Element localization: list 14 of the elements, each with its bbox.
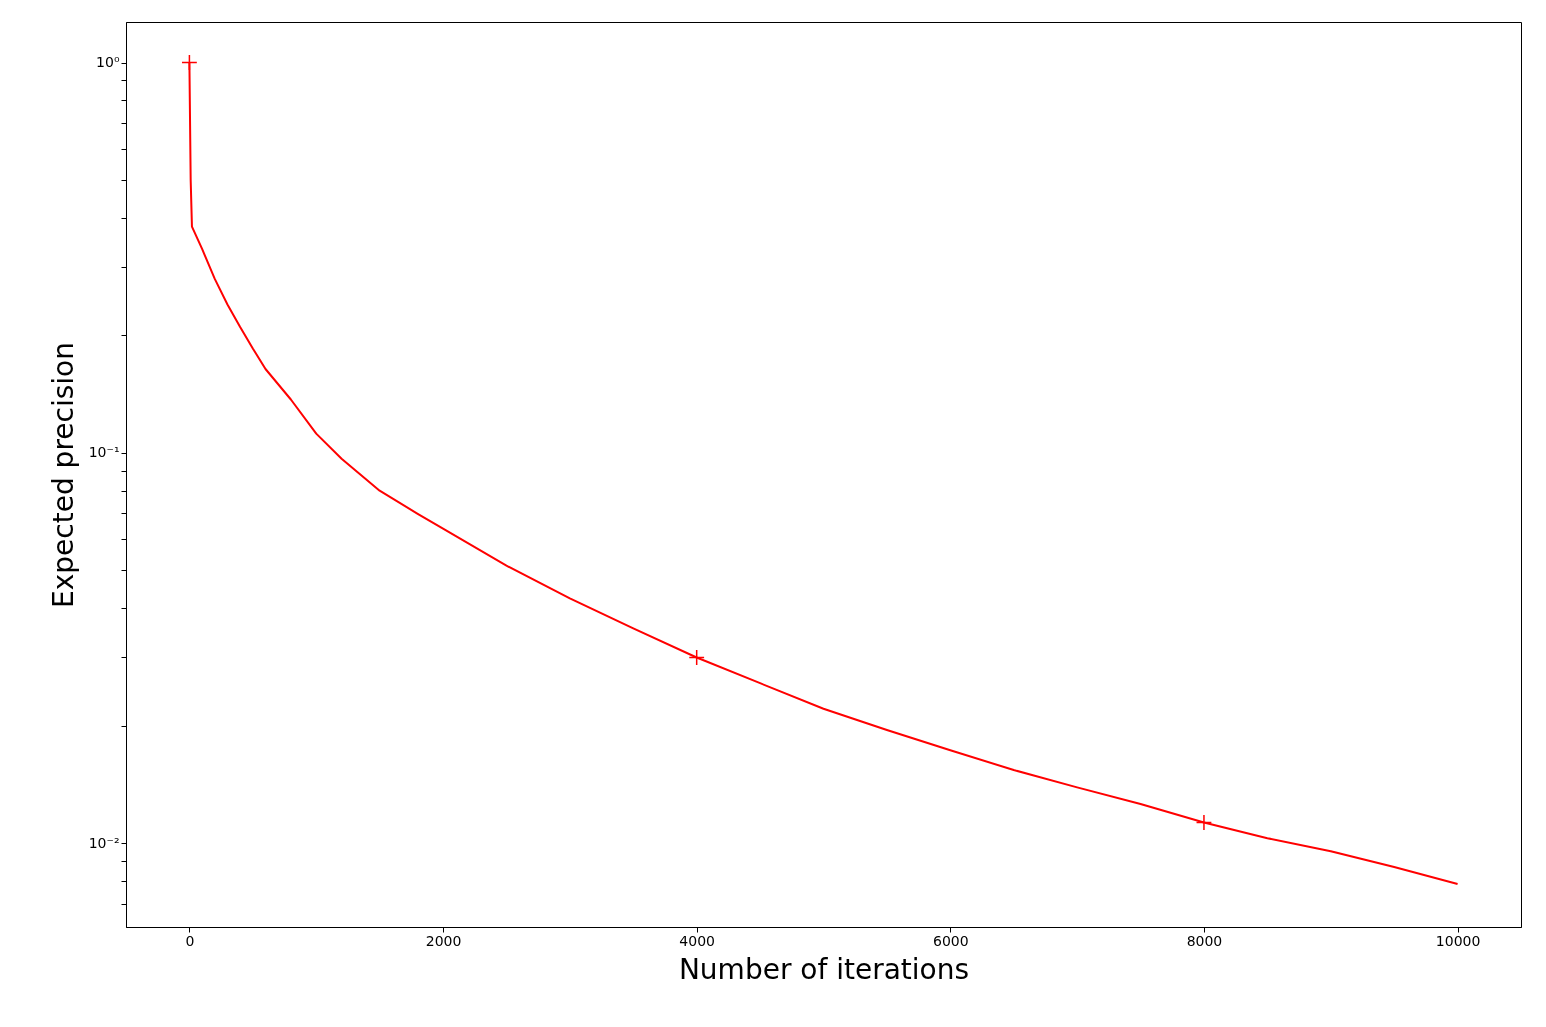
- y-tick-label: 10⁻¹: [88, 444, 120, 461]
- x-tick-label: 6000: [933, 932, 969, 949]
- x-tick-label: 4000: [679, 932, 715, 949]
- y-tick-label: 10⁻²: [88, 834, 120, 851]
- x-tick-label: 10000: [1435, 932, 1481, 949]
- x-tick-label: 0: [185, 932, 195, 949]
- point: [1195, 814, 1213, 831]
- x-axis-title: Number of iterations: [678, 952, 970, 986]
- x-tick-label: 8000: [1186, 932, 1223, 949]
- y-axis-title: Expected precision: [46, 342, 80, 608]
- y-tick-label: 10⁰: [96, 54, 120, 71]
- point: [181, 54, 198, 71]
- x-tick-label: 2000: [425, 932, 462, 949]
- point: [688, 649, 705, 666]
